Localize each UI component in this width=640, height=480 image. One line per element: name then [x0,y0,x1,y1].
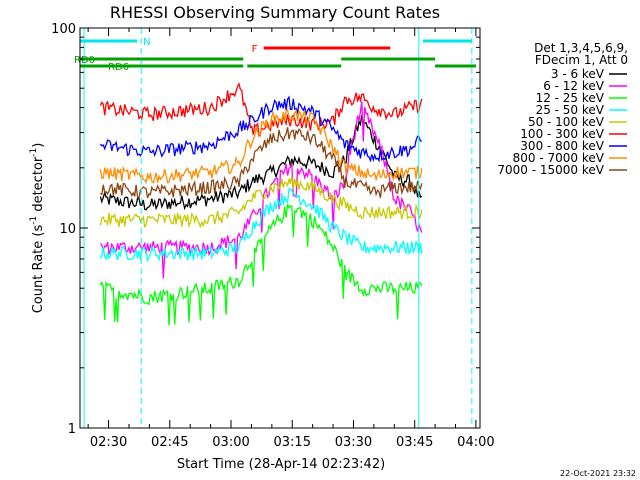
x-tick-label: 02:30 [90,435,127,450]
legend: Det 1,3,4,5,6,9,FDecim 1, Att 03 - 6 keV… [497,41,628,177]
series-line-50-100kev [99,175,423,229]
y-tick-label: 1 [68,422,76,437]
legend-label-300-800kev: 300 - 800 keV [520,139,604,153]
series-line-300-800kev [99,95,423,163]
legend-label-100-300kev: 100 - 300 keV [520,127,604,141]
x-tick-label: 03:30 [335,435,372,450]
series-line-25-50kev [99,188,423,263]
series-line-12-25kev [99,203,423,326]
legend-header: FDecim 1, Att 0 [535,53,628,67]
state-bar-label-rd6: RD6 [108,62,129,73]
legend-label-3-6kev: 3 - 6 keV [551,67,605,81]
y-tick-label: 10 [59,222,76,237]
x-tick-label: 03:45 [396,435,433,450]
y-axis-label: Count Rate (s-1 detector-1) [29,143,46,314]
state-bars: N F RD0 RD6 [74,37,476,73]
x-tick-label: 03:00 [212,435,249,450]
state-bar-label-f: F [252,44,258,55]
axes: 1 10 100 02:30 02:45 03:00 03:15 03:30 03:45 04:0… [51,22,494,450]
legend-label-50-100kev: 50 - 100 keV [528,115,605,129]
state-bar-label-rd0: RD0 [74,55,95,66]
legend-label-25-50kev: 25 - 50 keV [536,103,605,117]
series-line-3-6kev [99,115,423,211]
timestamp: 22-Oct-2021 23:32 [560,469,636,478]
x-tick-label: 04:00 [457,435,494,450]
x-tick-label: 02:45 [151,435,188,450]
state-bar-label-n: N [143,37,150,48]
legend-header: Det 1,3,4,5,6,9, [534,41,628,55]
y-tick-label: 100 [51,22,76,37]
legend-label-12-25kev: 12 - 25 keV [536,91,605,105]
legend-label-6-12kev: 6 - 12 keV [543,79,605,93]
legend-label-800-7000kev: 800 - 7000 keV [513,151,605,165]
x-tick-label: 03:15 [274,435,311,450]
series-line-800-7000kev [99,108,423,184]
legend-label-7000-15000kev: 7000 - 15000 keV [497,163,604,177]
x-axis-label: Start Time (28-Apr-14 02:23:42) [177,457,385,472]
chart-title: RHESSI Observing Summary Count Rates [110,3,440,22]
plot-area [83,28,473,428]
series-line-7000-15000kev [100,127,423,199]
